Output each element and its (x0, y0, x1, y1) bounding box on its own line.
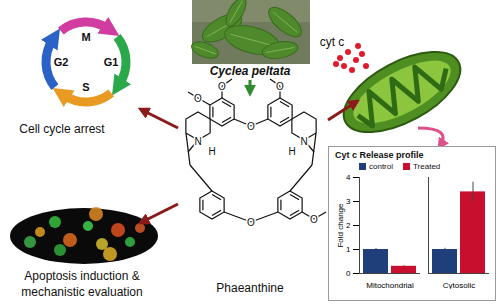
svg-text:O: O (247, 121, 255, 132)
svg-text:O: O (218, 81, 226, 92)
svg-text:Cytosolic: Cytosolic (443, 281, 475, 289)
svg-text:N: N (194, 136, 201, 147)
svg-text:G1: G1 (104, 56, 119, 68)
svg-text:M: M (81, 31, 90, 43)
html-text:Cyt c Release profile: Cyt c Release profile (335, 150, 424, 160)
svg-text:Apoptosis induction &: Apoptosis induction & (24, 269, 139, 283)
html-text:Treated: Treated (413, 162, 441, 171)
svg-text:Phaeanthine: Phaeanthine (216, 281, 284, 295)
svg-text:H: H (208, 146, 215, 157)
svg-text:O: O (194, 93, 202, 104)
svg-text:3: 3 (346, 197, 351, 206)
svg-text:O: O (276, 81, 284, 92)
svg-text:H: H (288, 146, 295, 157)
svg-text:S: S (82, 81, 89, 93)
svg-text:N: N (300, 136, 307, 147)
svg-text:Cyclea peltata: Cyclea peltata (210, 64, 291, 78)
svg-text:O: O (247, 217, 255, 228)
svg-text:O: O (310, 214, 318, 225)
svg-text:4: 4 (346, 173, 351, 182)
svg-text:Cell cycle arrest: Cell cycle arrest (19, 122, 105, 136)
svg-text:Mitochondrial: Mitochondrial (366, 281, 414, 289)
svg-text:1: 1 (346, 245, 351, 254)
svg-text:G2: G2 (54, 56, 69, 68)
svg-text:cyt c: cyt c (320, 35, 345, 49)
svg-text:0: 0 (346, 269, 351, 278)
svg-text:mechanistic evaluation: mechanistic evaluation (21, 285, 142, 299)
html-text:control: control (369, 162, 393, 171)
svg-text:2: 2 (346, 221, 351, 230)
svg-text:Fold change: Fold change (336, 203, 345, 248)
